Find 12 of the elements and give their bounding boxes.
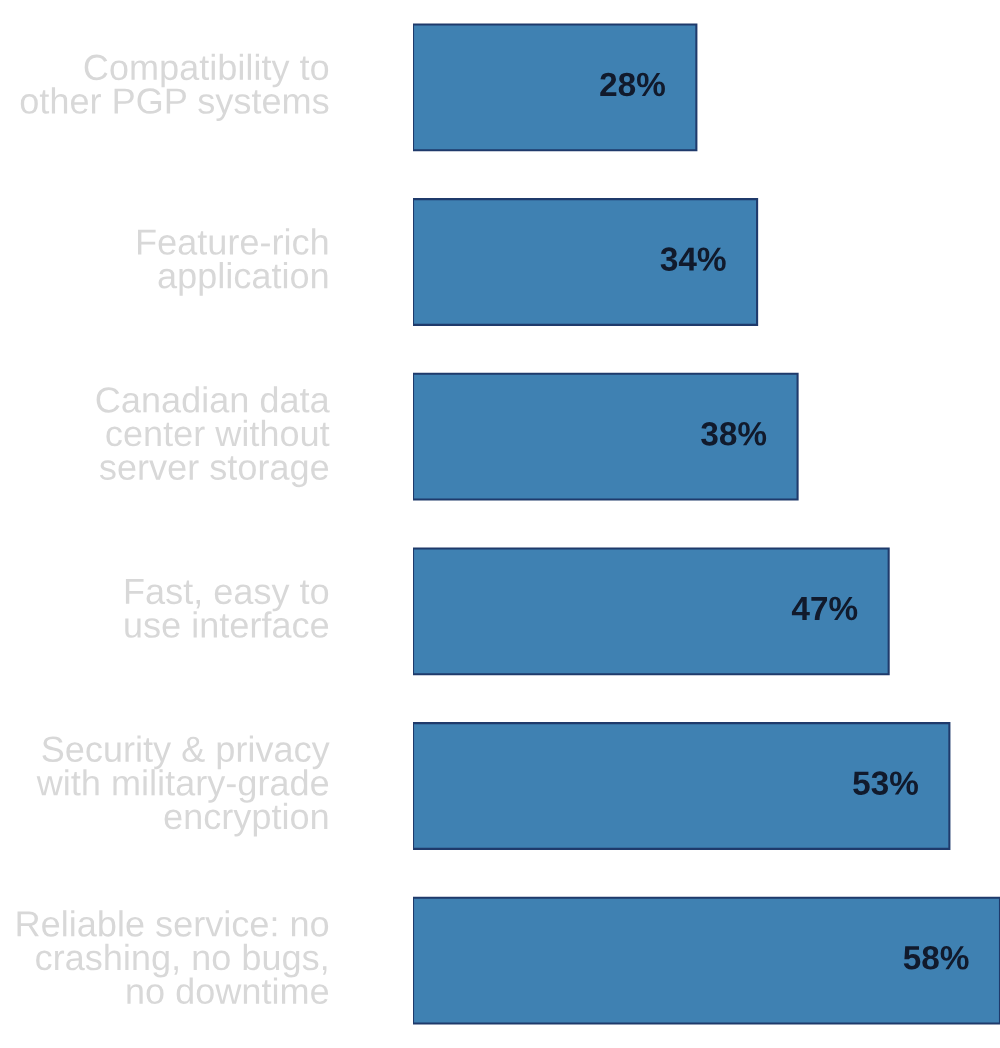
data-label: 34% bbox=[660, 247, 726, 271]
data-label: 38% bbox=[701, 422, 767, 446]
data-label: 28% bbox=[600, 72, 665, 97]
bar bbox=[413, 23, 698, 152]
bar bbox=[413, 372, 799, 501]
bar bbox=[413, 722, 951, 850]
data-label: 53% bbox=[853, 771, 918, 795]
data-label: 47% bbox=[791, 596, 858, 621]
bar bbox=[413, 547, 890, 676]
bar bbox=[413, 198, 759, 326]
data-label: 58% bbox=[903, 946, 969, 970]
bar bbox=[413, 896, 1000, 1025]
